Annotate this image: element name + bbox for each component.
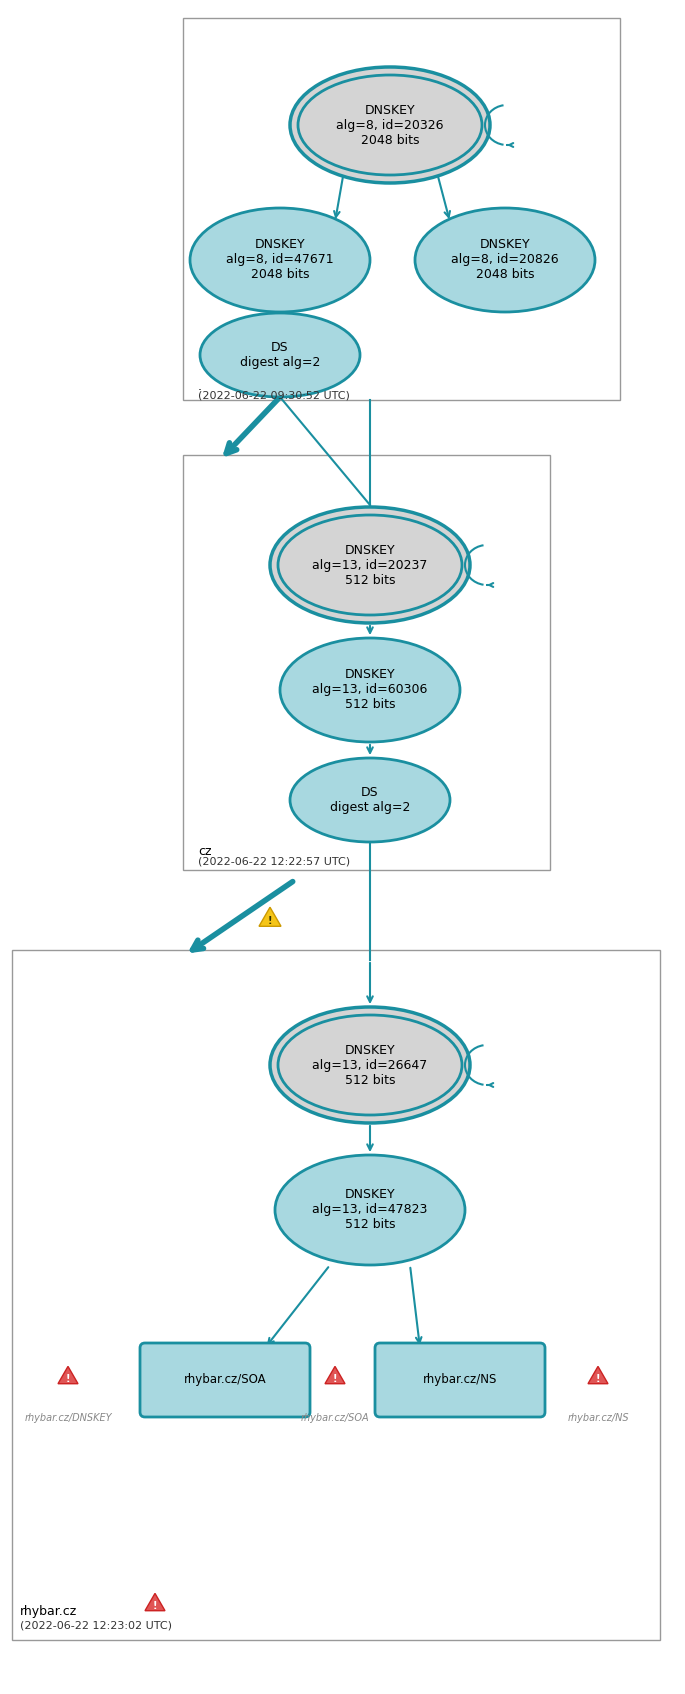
Text: rhybar.cz/SOA: rhybar.cz/SOA	[301, 1413, 369, 1423]
Text: DNSKEY
alg=8, id=20826
2048 bits: DNSKEY alg=8, id=20826 2048 bits	[451, 239, 559, 281]
Text: DNSKEY
alg=13, id=20237
512 bits: DNSKEY alg=13, id=20237 512 bits	[312, 544, 427, 586]
FancyBboxPatch shape	[140, 1343, 310, 1416]
Text: rhybar.cz/DNSKEY: rhybar.cz/DNSKEY	[24, 1413, 112, 1423]
Text: rhybar.cz: rhybar.cz	[20, 1604, 77, 1618]
Ellipse shape	[290, 757, 450, 842]
Text: DNSKEY
alg=13, id=26647
512 bits: DNSKEY alg=13, id=26647 512 bits	[312, 1044, 427, 1086]
Ellipse shape	[275, 1155, 465, 1265]
Text: !: !	[66, 1374, 71, 1384]
Polygon shape	[588, 1367, 608, 1384]
Text: !: !	[596, 1374, 600, 1384]
Text: cz: cz	[198, 845, 212, 857]
Ellipse shape	[280, 639, 460, 742]
Ellipse shape	[190, 208, 370, 312]
Text: (2022-06-22 09:30:52 UTC): (2022-06-22 09:30:52 UTC)	[198, 390, 350, 400]
FancyBboxPatch shape	[183, 456, 550, 871]
Text: !: !	[268, 916, 272, 927]
Text: DS
digest alg=2: DS digest alg=2	[240, 340, 320, 369]
Ellipse shape	[270, 1006, 470, 1123]
Text: DNSKEY
alg=13, id=47823
512 bits: DNSKEY alg=13, id=47823 512 bits	[312, 1189, 427, 1232]
Polygon shape	[325, 1367, 345, 1384]
FancyBboxPatch shape	[12, 950, 660, 1640]
Ellipse shape	[270, 507, 470, 623]
Polygon shape	[145, 1594, 165, 1611]
Text: DNSKEY
alg=8, id=47671
2048 bits: DNSKEY alg=8, id=47671 2048 bits	[226, 239, 334, 281]
Text: (2022-06-22 12:23:02 UTC): (2022-06-22 12:23:02 UTC)	[20, 1619, 172, 1630]
Ellipse shape	[415, 208, 595, 312]
Polygon shape	[259, 908, 281, 927]
FancyBboxPatch shape	[183, 19, 620, 400]
Text: !: !	[333, 1374, 337, 1384]
Ellipse shape	[290, 68, 490, 183]
Text: rhybar.cz/NS: rhybar.cz/NS	[567, 1413, 629, 1423]
Text: !: !	[153, 1601, 158, 1611]
Text: DNSKEY
alg=8, id=20326
2048 bits: DNSKEY alg=8, id=20326 2048 bits	[336, 103, 444, 146]
Text: (2022-06-22 12:22:57 UTC): (2022-06-22 12:22:57 UTC)	[198, 857, 350, 867]
Text: .: .	[198, 379, 202, 393]
Text: rhybar.cz/NS: rhybar.cz/NS	[423, 1374, 497, 1386]
Text: DNSKEY
alg=13, id=60306
512 bits: DNSKEY alg=13, id=60306 512 bits	[312, 669, 427, 711]
Polygon shape	[58, 1367, 78, 1384]
Ellipse shape	[200, 313, 360, 396]
Text: rhybar.cz/SOA: rhybar.cz/SOA	[184, 1374, 266, 1386]
FancyBboxPatch shape	[375, 1343, 545, 1416]
Text: DS
digest alg=2: DS digest alg=2	[329, 786, 410, 815]
